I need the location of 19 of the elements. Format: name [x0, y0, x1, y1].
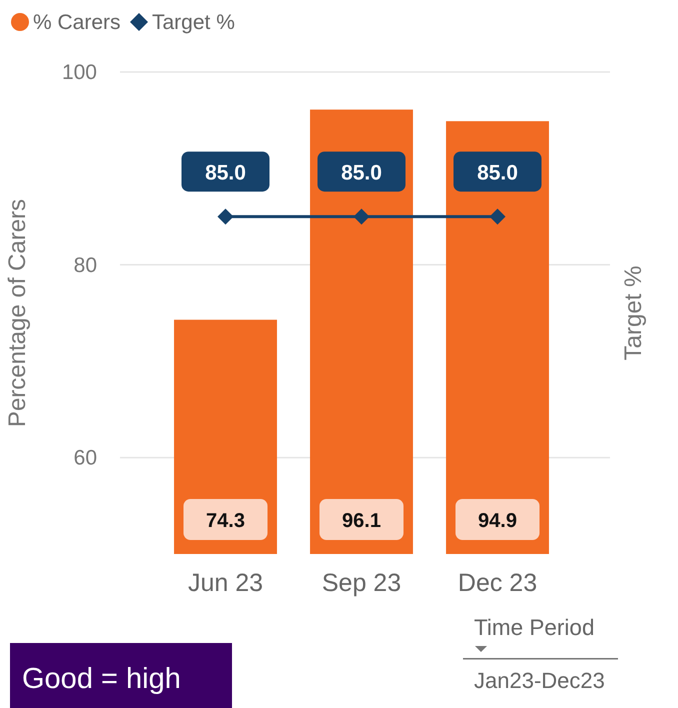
- x-tick-label: Jun 23: [188, 569, 264, 597]
- data-label: 85.0: [477, 162, 518, 185]
- legend-label: % Carers: [33, 11, 121, 34]
- y-axis-title: Percentage of Carers: [4, 198, 31, 428]
- text: Good = high: [22, 663, 181, 695]
- y-tick-label: 100: [62, 61, 97, 84]
- data-label: 74.3: [206, 510, 245, 532]
- text: Jan23-Dec23: [474, 668, 605, 693]
- text: Time Period: [474, 615, 594, 640]
- data-label: 94.9: [478, 510, 517, 532]
- x-tick-label: Sep 23: [322, 569, 402, 597]
- y-tick-label: 80: [74, 254, 97, 277]
- x-tick-label: Dec 23: [458, 569, 538, 597]
- y-tick-label: 60: [74, 446, 97, 470]
- y2-axis-title: Target %: [620, 266, 647, 360]
- data-label: 85.0: [341, 162, 382, 185]
- data-label: 96.1: [342, 510, 381, 532]
- data-label: 85.0: [205, 162, 246, 185]
- legend-label: Target %: [152, 11, 235, 34]
